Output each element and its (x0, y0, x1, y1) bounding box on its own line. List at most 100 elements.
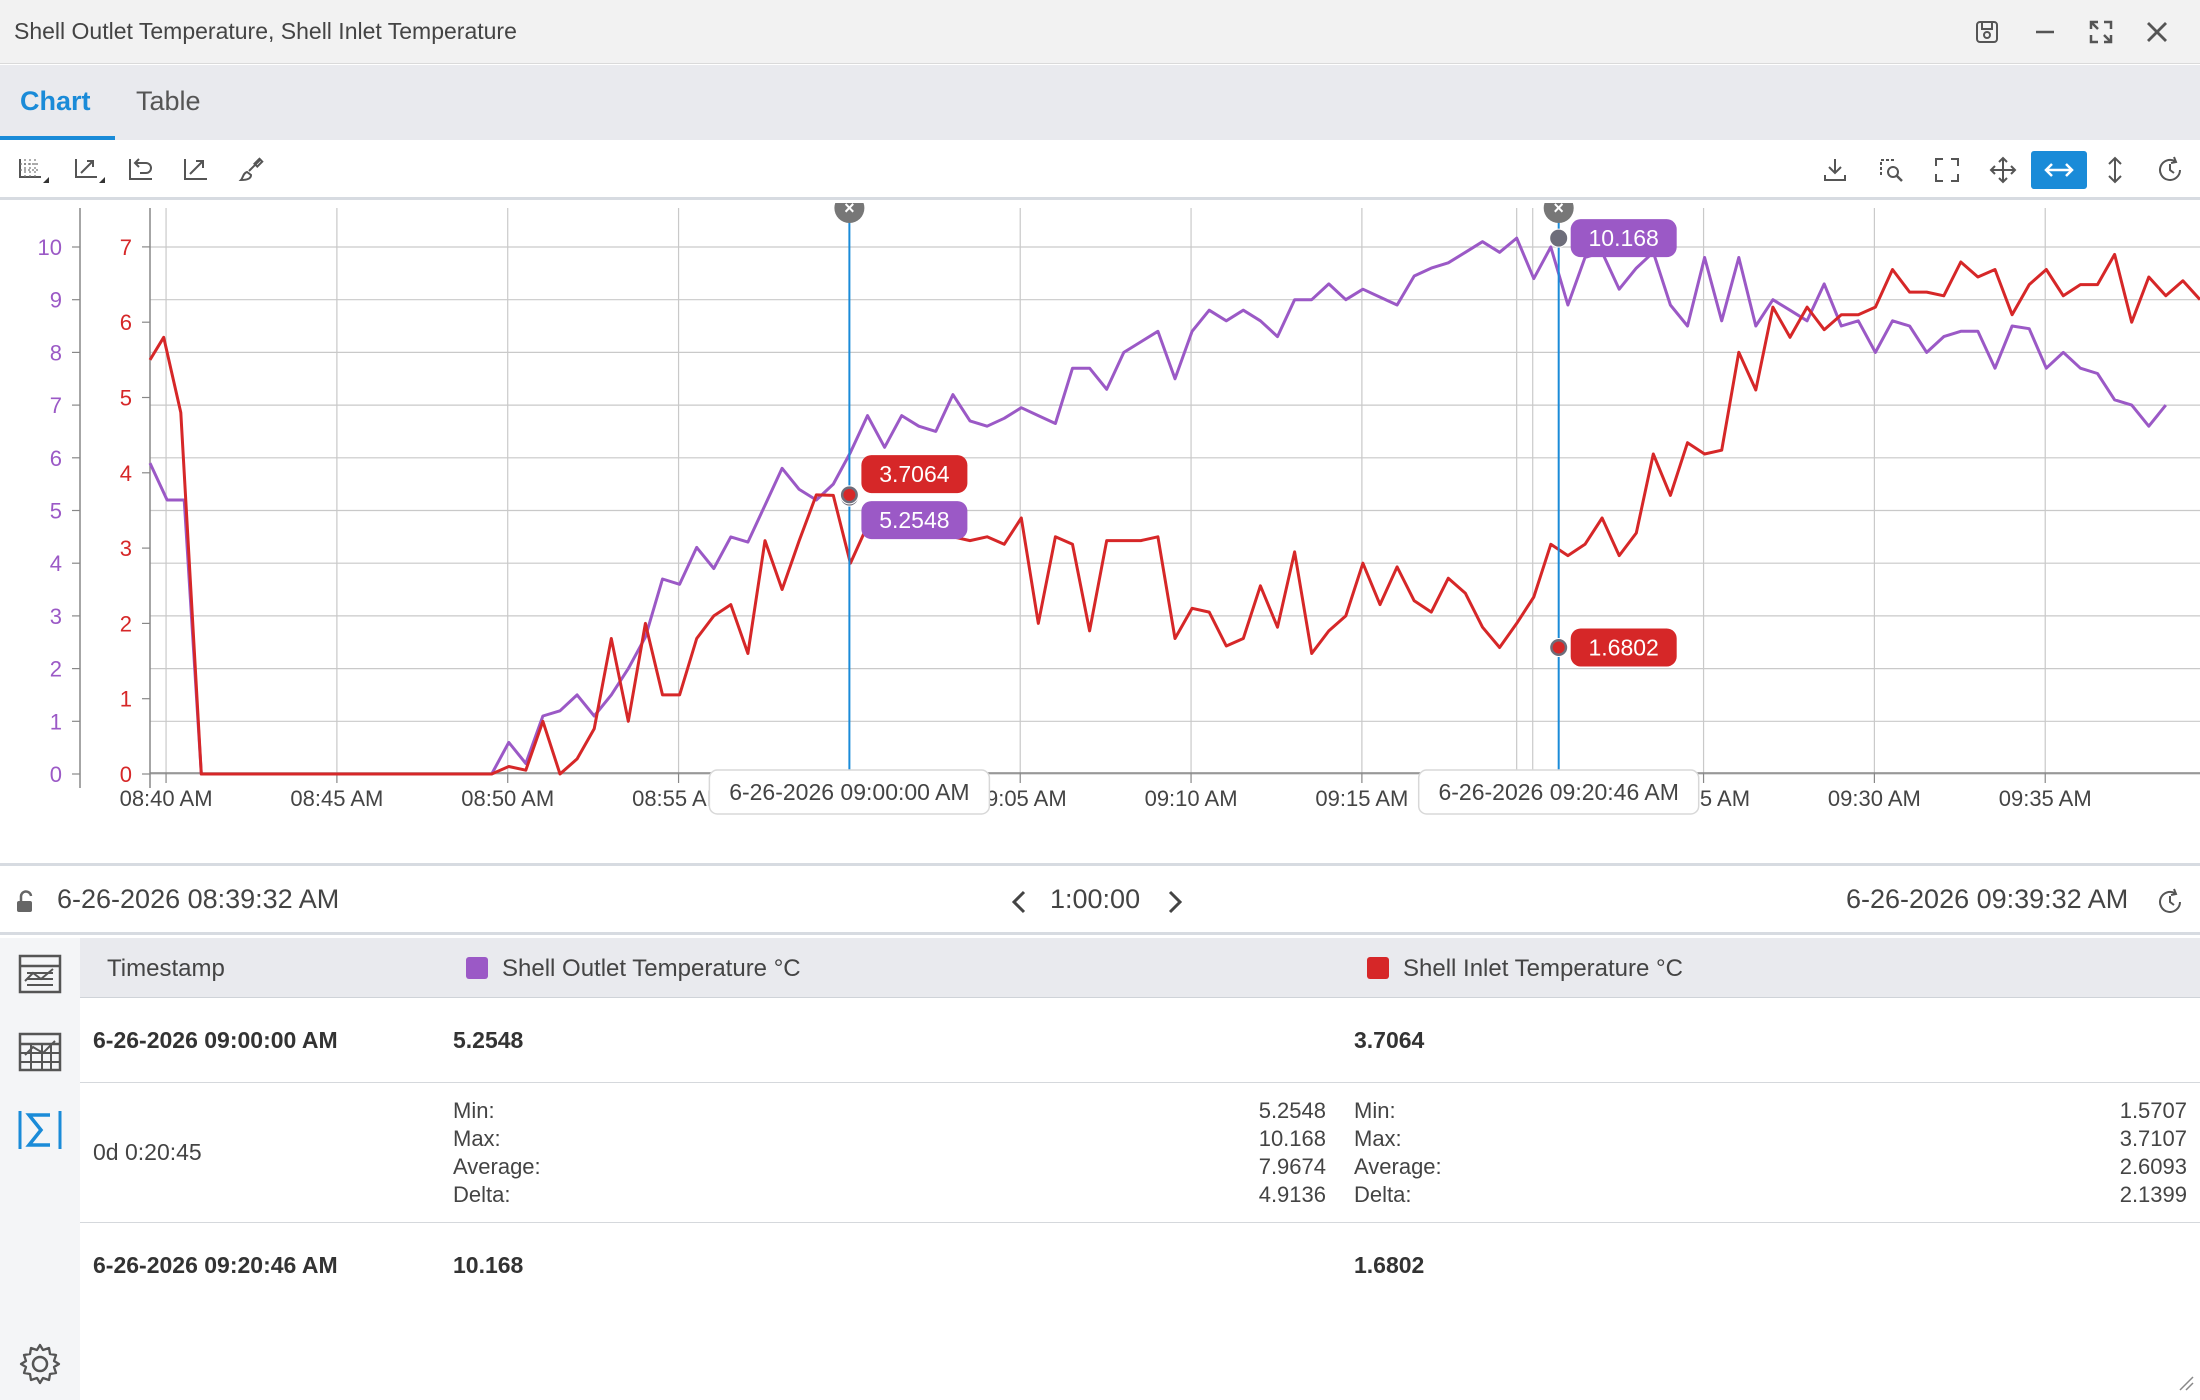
cursor-label-inlet-bg (1570, 628, 1677, 667)
row2-timestamp: 6-26-2026 09:20:46 AM (93, 1252, 338, 1278)
cursor-point-inlet-dot (1552, 641, 1565, 654)
grid-options-icon[interactable] (14, 151, 54, 189)
refresh-history-icon[interactable] (2150, 151, 2190, 189)
outlet-axis-tick-label: 8 (50, 340, 62, 365)
download-icon[interactable] (1815, 151, 1855, 189)
inlet-axis-tick-label: 0 (120, 762, 132, 787)
inlet-axis-tick-label: 2 (120, 611, 132, 636)
zoom-select-icon[interactable] (1871, 151, 1911, 189)
table-header: Timestamp Shell Outlet Temperature °C Sh… (80, 938, 2200, 998)
cursor-time-badge-bg (1417, 769, 1700, 815)
cursor-label-outlet: 10.168 (1589, 225, 1659, 251)
x-tick-label: 09:35 AM (1999, 786, 2092, 811)
range-start[interactable]: 6-26-2026 08:39:32 AM (57, 884, 340, 914)
header-outlet-label: Shell Outlet Temperature °C (502, 955, 801, 982)
minimize-icon[interactable] (2025, 12, 2065, 52)
history-icon[interactable] (2155, 887, 2185, 922)
cursor-label-outlet: 5.2548 (879, 507, 949, 533)
series-line-inlet (148, 252, 2200, 776)
inlet-axis-tick-label: 5 (120, 386, 132, 411)
statistics-sigma-icon[interactable] (16, 1106, 64, 1154)
cursor-time-badge: 6-26-2026 09:20:46 AM (1438, 779, 1678, 805)
chevron-left-icon[interactable] (1006, 888, 1034, 921)
stat-label-max: Max: (1354, 1126, 1402, 1151)
stat-label-max: Max: (453, 1126, 501, 1151)
brush-icon[interactable] (232, 151, 272, 189)
resize-grip-icon[interactable] (2178, 1375, 2194, 1396)
stat-label-average: Average: (453, 1154, 541, 1179)
header-inlet[interactable]: Shell Inlet Temperature °C (1367, 955, 1683, 983)
row2-outlet: 10.168 (453, 1252, 524, 1278)
inlet-average: 2.6093 (2119, 1154, 2187, 1179)
outlet-swatch (466, 957, 488, 979)
cursor-time-badge-bg (708, 769, 991, 815)
chart-toolbar (0, 140, 2200, 200)
inlet-delta: 2.1399 (2119, 1182, 2187, 1207)
undo-zoom-icon[interactable] (121, 151, 161, 189)
outlet-axis-tick-label: 3 (50, 604, 62, 629)
inlet-axis-tick-label: 3 (120, 536, 132, 561)
inlet-stat-labels: Min: Max: Average: Delta: (1354, 1097, 1442, 1209)
table-row[interactable]: 6-26-2026 09:20:46 AM 10.168 1.6802 (80, 1223, 2200, 1308)
outlet-min: 5.2548 (1258, 1098, 1326, 1123)
outlet-axis-tick-label: 1 (50, 709, 62, 734)
vertical-zoom-icon[interactable] (2095, 151, 2135, 189)
tab-table[interactable]: Table (136, 86, 201, 116)
outlet-axis-tick-label: 4 (50, 551, 62, 576)
stat-label-min: Min: (1354, 1098, 1396, 1123)
side-rail (0, 938, 80, 1400)
pan-icon[interactable] (1983, 151, 2023, 189)
inlet-swatch (1367, 957, 1389, 979)
stat-label-average: Average: (1354, 1154, 1442, 1179)
unlock-icon[interactable] (14, 890, 38, 919)
stat-label-delta: Delta: (1354, 1182, 1412, 1207)
auto-scale-icon[interactable] (176, 151, 216, 189)
inlet-axis-tick-label: 4 (120, 461, 132, 486)
x-tick-label: 09:15 AM (1315, 786, 1408, 811)
cursor-point-outlet (1549, 228, 1569, 248)
header-outlet[interactable]: Shell Outlet Temperature °C (466, 955, 801, 983)
range-end[interactable]: 6-26-2026 09:39:32 AM (1846, 884, 2129, 914)
tab-chart[interactable]: Chart (0, 65, 115, 140)
inlet-max: 3.7107 (2119, 1126, 2187, 1151)
cursor-close-icon: × (844, 203, 855, 218)
outlet-max: 10.168 (1258, 1126, 1326, 1151)
inlet-min: 1.5707 (2119, 1098, 2187, 1123)
grid-data-icon[interactable] (16, 1028, 64, 1076)
cursor-close-icon: × (1553, 203, 1564, 218)
cursor-label-inlet: 3.7064 (879, 461, 950, 487)
outlet-axis-tick-label: 6 (50, 446, 62, 471)
table-row[interactable]: 6-26-2026 09:00:00 AM 5.2548 3.7064 (80, 998, 2200, 1083)
row1-timestamp: 6-26-2026 09:00:00 AM (93, 1027, 338, 1053)
range-duration[interactable]: 1:00:00 (1050, 884, 1141, 914)
fullscreen-icon[interactable] (1927, 151, 1967, 189)
inlet-axis-tick-label: 7 (120, 235, 132, 260)
axis-scale-icon[interactable] (70, 151, 110, 189)
header-timestamp[interactable]: Timestamp (107, 955, 225, 982)
maximize-icon[interactable] (2081, 12, 2121, 52)
stats-row: 0d 0:20:45 Min: Max: Average: Delta: 5.2… (80, 1083, 2200, 1223)
outlet-stat-values: 5.2548 10.168 7.9674 4.9136 (1080, 1097, 1326, 1209)
save-icon[interactable] (1967, 12, 2007, 52)
cursor-label-outlet-bg (861, 501, 968, 540)
close-icon[interactable] (2137, 12, 2177, 52)
inlet-axis-tick-label: 1 (120, 687, 132, 712)
cursor-table: Timestamp Shell Outlet Temperature °C Sh… (80, 938, 2200, 1400)
tab-bar: Chart Table (0, 65, 2200, 140)
outlet-axis-tick-label: 7 (50, 393, 62, 418)
outlet-delta: 4.9136 (1258, 1182, 1326, 1207)
horizontal-zoom-icon[interactable] (2031, 151, 2087, 189)
outlet-stat-labels: Min: Max: Average: Delta: (453, 1097, 541, 1209)
cursor-point-inlet-dot (843, 488, 856, 501)
inlet-axis-tick-label: 6 (120, 310, 132, 335)
outlet-axis-tick-label: 2 (50, 657, 62, 682)
inlet-stat-values: 1.5707 3.7107 2.6093 2.1399 (1960, 1097, 2187, 1209)
series-line-outlet (148, 236, 2167, 776)
settings-gear-icon[interactable] (16, 1340, 64, 1388)
chevron-right-icon[interactable] (1160, 888, 1188, 921)
row1-inlet: 3.7064 (1354, 1027, 1425, 1053)
table-view-icon[interactable] (16, 950, 64, 998)
